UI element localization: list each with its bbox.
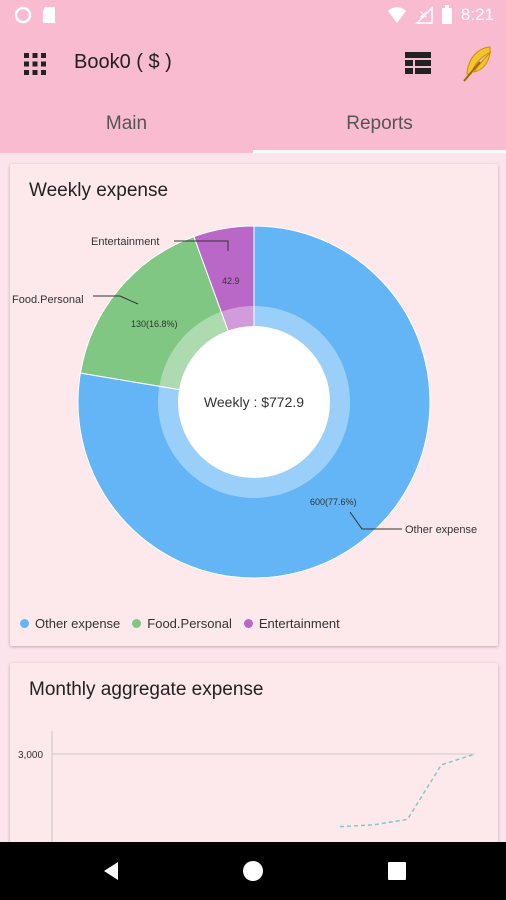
- legend-dot-entertainment: [243, 619, 253, 628]
- circle-icon: [14, 6, 32, 24]
- tab-main[interactable]: Main: [105, 113, 148, 134]
- status-bar: 8:21: [0, 0, 506, 32]
- donut-center-label: Weekly : $772.9: [204, 394, 304, 410]
- legend-dot-other: [20, 619, 29, 628]
- monthly-card-title: Monthly aggregate expense: [29, 679, 264, 700]
- data-label-entertainment: 42.9: [222, 276, 240, 286]
- back-icon: [104, 862, 118, 880]
- y-tick-3000: 3,000: [18, 750, 43, 761]
- table-view-button[interactable]: [405, 52, 431, 74]
- back-button[interactable]: [96, 856, 126, 886]
- legend-label-other: Other expense: [35, 616, 121, 631]
- navigation-bar: [0, 842, 506, 900]
- home-button[interactable]: [238, 856, 268, 886]
- donut-hole: [178, 326, 330, 478]
- leader-line-food: [93, 295, 139, 305]
- feather-button[interactable]: [460, 44, 496, 84]
- book-title: Book0 ( $ ): [74, 51, 172, 73]
- leader-line-entertainment: [174, 240, 229, 251]
- grid-icon: [24, 53, 46, 75]
- table-icon: [405, 52, 431, 74]
- app-bar: Book0 ( $ ): [0, 32, 506, 95]
- wifi-icon: [387, 7, 406, 23]
- recents-icon: [388, 862, 406, 880]
- monthly-expense-card: Monthly aggregate expense 3,000: [10, 663, 498, 863]
- line-series-aggregate: [339, 753, 476, 828]
- feather-icon: [463, 46, 492, 82]
- grid-menu-button[interactable]: [22, 51, 48, 77]
- tab-bar: Main Reports: [0, 95, 506, 153]
- no-signal-icon: [415, 6, 433, 24]
- status-time: 8:21: [460, 5, 494, 24]
- legend-item-food[interactable]: Food.Personal: [132, 616, 232, 631]
- weekly-card-title: Weekly expense: [29, 180, 169, 201]
- legend-item-entertainment[interactable]: Entertainment: [243, 616, 340, 631]
- sd-card-icon: [43, 7, 55, 23]
- chart-legend: Other expense Food.Personal Entertainmen…: [20, 616, 340, 631]
- weekly-donut-chart: Weekly : $772.9 600(77.6%) 130(16.8%) 42…: [12, 225, 477, 579]
- legend-item-other[interactable]: Other expense: [20, 616, 120, 631]
- legend-label-food-callout: Food.Personal: [12, 294, 84, 306]
- legend-label-food: Food.Personal: [147, 616, 232, 631]
- tab-reports[interactable]: Reports: [253, 95, 506, 153]
- weekly-expense-card: Weekly expense Weekly : $772.9 600(77.6%…: [10, 164, 498, 646]
- legend-label-other-callout: Other expense: [405, 524, 477, 536]
- legend-label-entertainment: Entertainment: [258, 616, 340, 631]
- battery-icon: [441, 5, 452, 24]
- data-label-other: 600(77.6%): [310, 497, 357, 507]
- legend-dot-food: [132, 619, 142, 628]
- leader-line-other: [349, 511, 402, 530]
- data-label-food: 130(16.8%): [131, 319, 178, 329]
- monthly-line-chart: 3,000: [18, 731, 476, 863]
- legend-label-entertainment-callout: Entertainment: [91, 236, 159, 248]
- home-icon: [243, 861, 263, 881]
- recents-button[interactable]: [382, 856, 412, 886]
